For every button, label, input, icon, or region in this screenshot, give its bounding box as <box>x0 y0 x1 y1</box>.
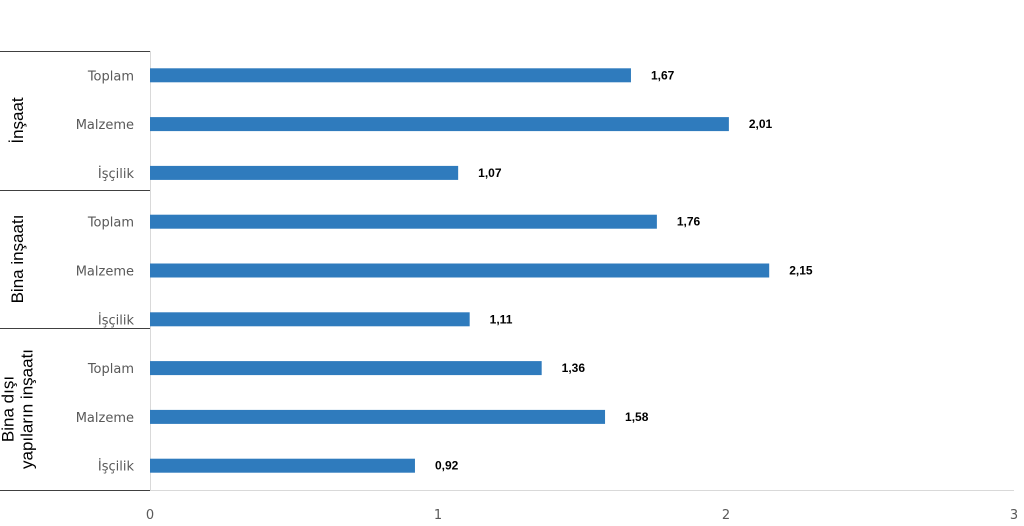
bar <box>150 409 606 424</box>
data-label: 1,07 <box>478 166 502 180</box>
category-label: Malzeme <box>76 265 134 280</box>
bar <box>150 214 657 229</box>
group-label-line: İnşaat <box>8 97 27 144</box>
group-label: Bina dışıyapıların inşaatı <box>0 349 37 469</box>
x-tick-label: 2 <box>722 508 730 523</box>
bar <box>150 361 542 376</box>
data-label: 1,76 <box>677 215 701 229</box>
bar <box>150 68 631 83</box>
x-tick-label: 1 <box>434 508 442 523</box>
bar <box>150 117 729 132</box>
data-label: 1,36 <box>562 361 586 375</box>
group-label-line: Bina dışı <box>0 376 18 442</box>
bar <box>150 458 415 473</box>
group-label: Bina inşaatı <box>8 215 27 304</box>
category-label: Malzeme <box>76 411 134 426</box>
data-label: 2,15 <box>789 264 813 278</box>
group-label-line: Bina inşaatı <box>8 215 27 304</box>
x-tick-label: 3 <box>1010 508 1018 523</box>
category-label: İşçilik <box>98 459 135 475</box>
category-label: Toplam <box>87 362 134 377</box>
bar <box>150 312 470 327</box>
category-label: İşçilik <box>98 166 135 182</box>
group-label: İnşaat <box>8 97 27 144</box>
data-label: 1,67 <box>651 68 675 82</box>
data-label: 0,92 <box>435 459 459 473</box>
group-label-line: yapıların inşaatı <box>18 349 37 469</box>
x-tick-label: 0 <box>146 508 154 523</box>
category-label: Toplam <box>87 216 134 231</box>
category-label: İşçilik <box>98 312 135 328</box>
data-label: 2,01 <box>749 117 773 131</box>
bar <box>150 263 770 278</box>
bar <box>150 165 459 180</box>
category-label: Toplam <box>87 69 134 84</box>
data-label: 1,11 <box>490 312 513 326</box>
category-label: Malzeme <box>76 118 134 133</box>
data-label: 1,58 <box>625 410 649 424</box>
